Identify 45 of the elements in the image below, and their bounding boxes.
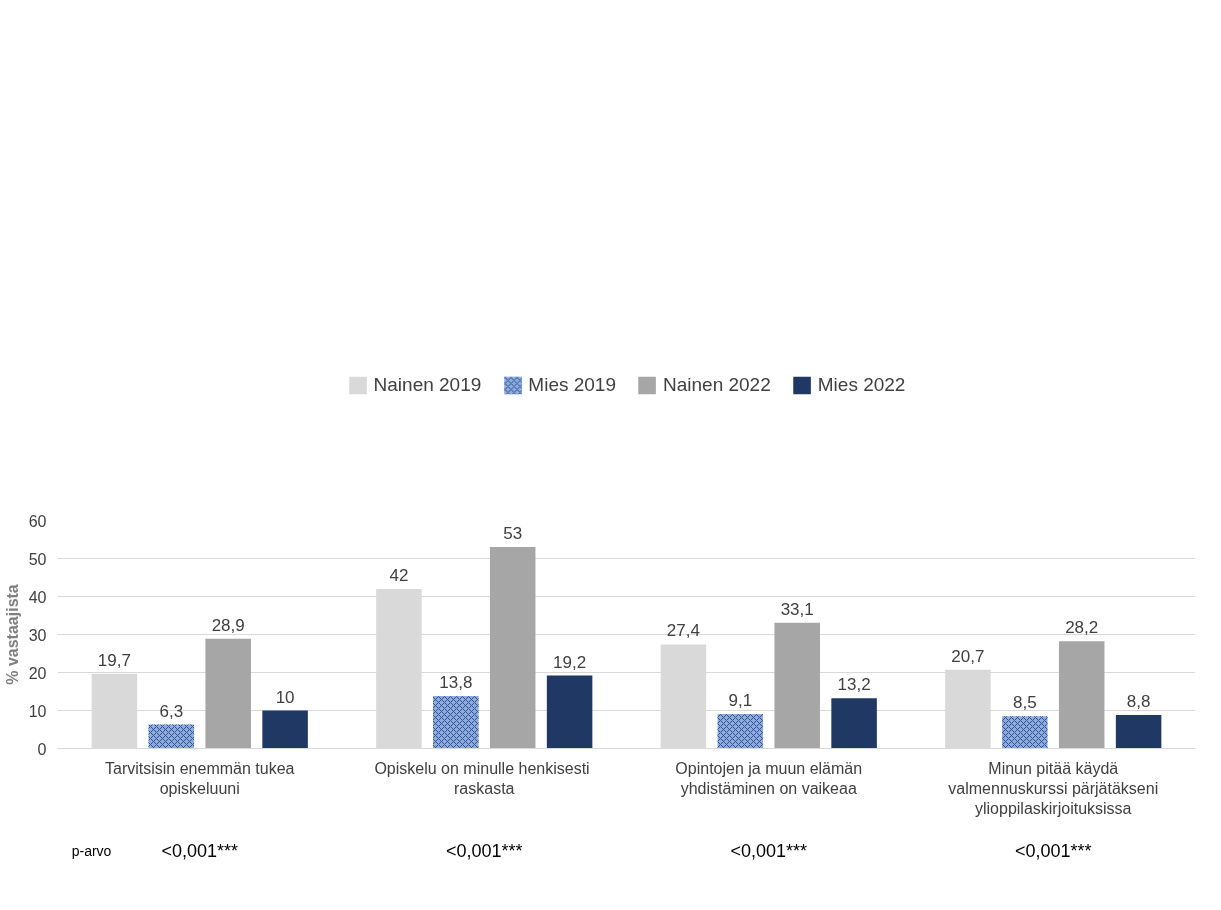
y-axis-title: % vastaajista	[3, 584, 21, 685]
data-label: 20,7	[951, 646, 985, 666]
data-label: 28,9	[211, 615, 245, 635]
y-tick-label: 10	[28, 702, 47, 720]
data-label: 8,5	[1012, 693, 1037, 713]
legend-label: Nainen 2022	[663, 373, 771, 396]
y-tick-label: 50	[28, 550, 47, 568]
data-label: 8,8	[1126, 692, 1151, 712]
legend-label: Nainen 2019	[373, 373, 482, 396]
text: <0,001***	[445, 840, 523, 861]
data-label: 13,8	[439, 673, 473, 693]
data-label: 33,1	[780, 599, 814, 619]
bar	[774, 622, 820, 749]
data-label: 28,2	[1065, 618, 1099, 638]
legend-label: Mies 2022	[817, 373, 906, 396]
y-tick-label: 40	[28, 588, 47, 606]
data-label: 42	[389, 565, 409, 585]
y-tick-label: 60	[28, 512, 47, 530]
x-tick-label: Opiskelu on minulle henkisesti raskasta	[374, 759, 590, 797]
data-label: 9,1	[728, 690, 753, 710]
text: p-arvo	[71, 842, 112, 859]
bar	[205, 638, 251, 749]
data-label: 19,2	[553, 652, 587, 672]
data-label: 10	[275, 687, 295, 707]
text: <0,001***	[730, 840, 808, 861]
bar	[262, 710, 308, 749]
data-label: 13,2	[837, 675, 871, 695]
bar	[489, 547, 536, 749]
y-tick-label: 20	[28, 664, 47, 682]
data-label: 53	[503, 524, 523, 544]
text: <0,001***	[1014, 840, 1092, 861]
data-label: 19,7	[97, 650, 131, 670]
bar	[546, 675, 593, 749]
x-tick-label: Minun pitää käydä valmennuskurssi pärjätäkseni ylioppilaskirjoituksissa	[948, 759, 1159, 818]
x-tick-label: Tarvitsisin enemmän tukea opiskeluuni	[105, 759, 295, 797]
y-tick-label: 0	[37, 740, 47, 758]
bar	[1058, 641, 1105, 749]
data-label: 6,3	[159, 701, 184, 721]
text: <0,001***	[161, 840, 239, 861]
data-label: 27,4	[666, 621, 700, 641]
legend-label: Mies 2019	[528, 373, 616, 396]
bar	[1115, 715, 1162, 749]
x-tick-label: Opintojen ja muun elämän yhdistäminen on vaikeaa	[675, 759, 863, 797]
y-tick-label: 30	[28, 626, 47, 644]
bar	[831, 698, 877, 749]
